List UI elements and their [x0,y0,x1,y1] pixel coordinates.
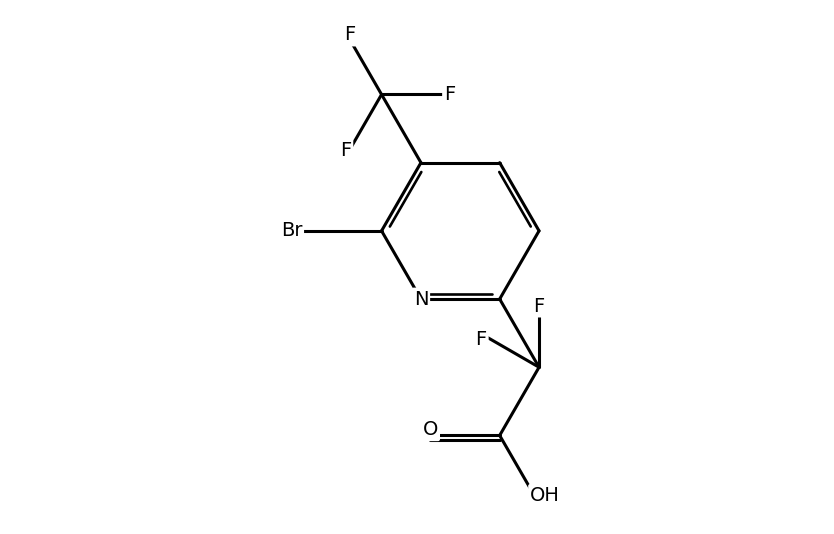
Text: F: F [534,296,545,316]
Text: F: F [340,141,351,160]
Text: O: O [423,420,438,439]
Text: N: N [414,289,428,309]
Text: Br: Br [280,222,302,240]
Text: F: F [444,85,455,104]
Text: F: F [344,26,355,44]
Text: OH: OH [530,486,560,505]
Text: F: F [475,330,487,349]
